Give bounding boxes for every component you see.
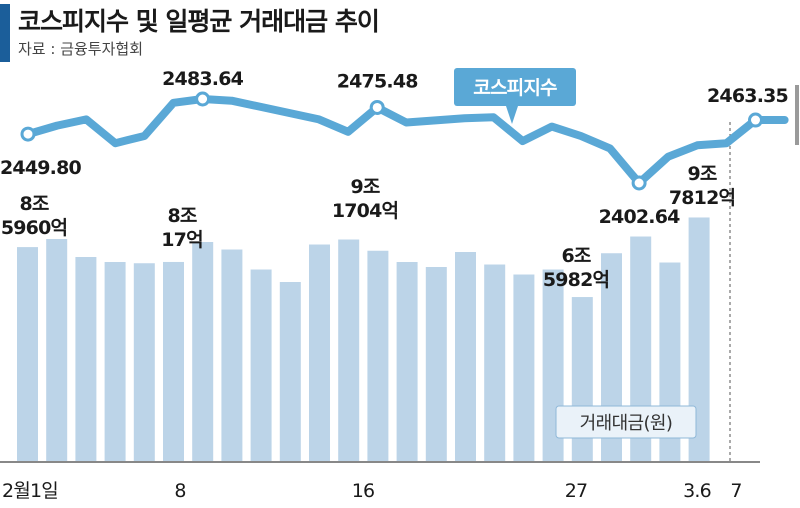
volume-label-line2: 1704억	[332, 200, 398, 222]
volume-bar	[425, 267, 447, 462]
volume-bar	[309, 244, 330, 462]
volume-bar	[513, 274, 535, 462]
line-legend-tag: 코스피지수	[454, 68, 576, 124]
line-markers	[20, 91, 763, 191]
volume-label-line1: 6조	[561, 245, 590, 267]
volume-bar	[338, 239, 360, 462]
volume-bar	[17, 247, 38, 462]
chart-title: 코스피지수 및 일평균 거래대금 추이	[18, 7, 380, 36]
kospi-point	[631, 175, 647, 191]
volume-bar	[279, 282, 301, 462]
volume-bar	[133, 263, 155, 462]
x-tick-label: 3.6	[683, 480, 711, 502]
volume-label-line1: 9조	[687, 163, 716, 185]
kospi-value-label: 2475.48	[337, 70, 419, 92]
x-tick-label: 2월1일	[2, 480, 58, 502]
volume-bar	[163, 261, 184, 462]
volume-label-line1: 9조	[350, 176, 379, 198]
volume-label-line2: 7812억	[669, 187, 735, 209]
x-tick-labels: 2월1일 8 16 27 3.6 7	[2, 480, 742, 502]
chart-source: 자료 : 금융투자협회	[18, 40, 143, 58]
volume-bar	[221, 249, 243, 462]
volume-bar	[192, 242, 214, 462]
x-tick-label: 16	[352, 480, 375, 502]
volume-bar	[75, 257, 97, 462]
volume-bar	[367, 250, 389, 462]
volume-label-line1: 8조	[19, 193, 48, 215]
kospi-line	[24, 95, 789, 187]
x-tick-label: 7	[730, 480, 741, 502]
volume-bar	[396, 262, 418, 462]
volume-label-line2: 5960억	[1, 217, 67, 239]
volume-bar	[688, 217, 710, 462]
volume-bar	[250, 269, 272, 462]
kospi-value-label: 2449.80	[0, 157, 82, 179]
volume-bar	[46, 239, 68, 462]
line-legend-box	[454, 68, 576, 106]
volume-label-line2: 5982억	[543, 269, 609, 291]
x-tick-label: 27	[565, 480, 588, 502]
kospi-value-label: 2402.64	[599, 206, 681, 228]
volume-bar	[104, 262, 126, 462]
bar-legend-tag: 거래대금(원)	[555, 405, 697, 439]
kospi-point	[20, 126, 36, 142]
line-legend-pointer	[506, 106, 518, 124]
x-tick-label: 8	[174, 480, 185, 502]
kospi-value-label: 2463.35	[707, 85, 788, 107]
edge-rule	[795, 85, 799, 145]
volume-label-line1: 8조	[167, 205, 196, 227]
kospi-value-label: 2483.64	[162, 68, 244, 90]
volume-bar	[484, 264, 506, 462]
bar-series	[17, 217, 710, 462]
kospi-point	[369, 99, 385, 115]
kospi-point	[195, 91, 211, 107]
bar-legend-text: 거래대금(원)	[580, 413, 673, 434]
line-legend-text: 코스피지수	[473, 77, 557, 99]
title-accent-bar	[0, 4, 10, 62]
kospi-point	[748, 112, 763, 128]
volume-label-line2: 17억	[161, 229, 203, 251]
bar-legend-box	[555, 405, 697, 439]
line-value-labels: 2449.80 2483.64 2475.48 2402.64 2463.35	[0, 68, 789, 228]
volume-bar	[455, 252, 476, 462]
